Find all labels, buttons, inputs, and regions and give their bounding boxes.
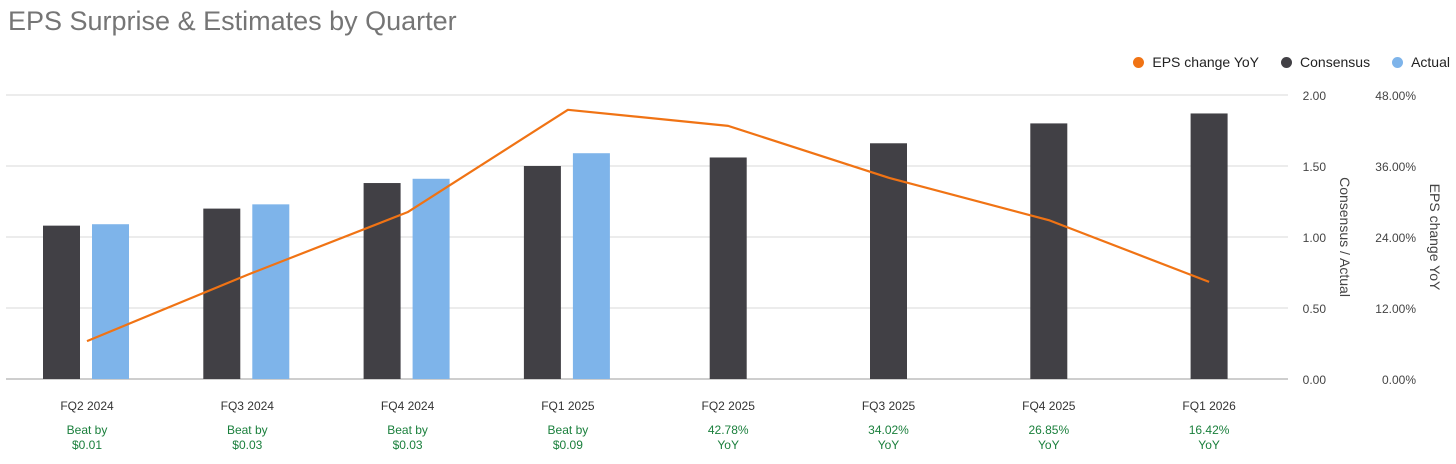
actual-bar: [92, 224, 129, 379]
quarter-annotation-line1: 42.78%: [708, 423, 749, 437]
consensus-bar: [709, 157, 747, 379]
legend: EPS change YoY Consensus Actual: [1133, 54, 1450, 70]
x-axis-tick-label: FQ4 2024: [381, 399, 435, 413]
quarter-annotation-line2: $0.01: [72, 438, 102, 452]
x-axis-tick-label: FQ3 2025: [862, 399, 916, 413]
legend-marker-eps-change: [1133, 56, 1145, 68]
legend-label-eps-change: EPS change YoY: [1152, 54, 1260, 70]
legend-marker-actual: [1392, 56, 1404, 68]
quarter-annotation-line2: YoY: [1198, 438, 1220, 452]
right-axis-tick-label: 36.00%: [1375, 160, 1416, 174]
quarter-annotation-line2: YoY: [1038, 438, 1060, 452]
legend-item-actual[interactable]: Actual: [1392, 54, 1450, 70]
x-axis-tick-label: FQ4 2025: [1022, 399, 1076, 413]
consensus-bar: [1030, 123, 1068, 380]
consensus-bar: [43, 225, 80, 379]
x-axis-tick-label: FQ2 2024: [60, 399, 114, 413]
left-axis-tick-label: 2.00: [1303, 89, 1327, 103]
left-axis-tick-label: 1.00: [1303, 231, 1327, 245]
consensus-bar: [203, 208, 241, 379]
quarter-annotation-line2: YoY: [878, 438, 900, 452]
right-axis-tick-label: 24.00%: [1375, 231, 1416, 245]
quarter-annotation-line1: Beat by: [387, 423, 428, 437]
legend-marker-consensus: [1281, 56, 1293, 68]
actual-bar: [252, 204, 290, 379]
left-axis-tick-label: 1.50: [1303, 160, 1327, 174]
actual-bar: [572, 153, 610, 379]
chart-title: EPS Surprise & Estimates by Quarter: [8, 6, 457, 36]
right-axis-tick-label: 48.00%: [1375, 89, 1416, 103]
consensus-bar: [523, 166, 561, 379]
quarter-annotation-line2: YoY: [717, 438, 739, 452]
x-axis-tick-label: FQ1 2025: [541, 399, 595, 413]
right-axis-tick-label: 12.00%: [1375, 302, 1416, 316]
x-axis-tick-label: FQ2 2025: [702, 399, 756, 413]
consensus-bar: [870, 143, 907, 379]
quarter-annotation-line1: 16.42%: [1189, 423, 1230, 437]
quarter-annotation-line1: 34.02%: [868, 423, 909, 437]
consensus-bar: [363, 183, 401, 379]
quarter-annotation-line1: 26.85%: [1028, 423, 1069, 437]
legend-label-consensus: Consensus: [1300, 54, 1371, 70]
left-axis-tick-label: 0.50: [1303, 302, 1327, 316]
quarter-annotation-line2: $0.03: [232, 438, 262, 452]
legend-label-actual: Actual: [1411, 54, 1450, 70]
quarter-annotation-line2: $0.09: [553, 438, 583, 452]
right-axis-title: EPS change YoY: [1427, 184, 1443, 291]
left-axis-tick-label: 0.00: [1303, 373, 1327, 387]
quarter-annotation-line1: Beat by: [67, 423, 108, 437]
consensus-bar: [1190, 113, 1228, 380]
quarter-annotation-line1: Beat by: [548, 423, 589, 437]
x-axis-tick-label: FQ1 2026: [1182, 399, 1236, 413]
quarter-annotation-line2: $0.03: [393, 438, 423, 452]
left-axis-title: Consensus / Actual: [1337, 177, 1353, 297]
actual-bar: [412, 178, 450, 379]
quarter-annotation-line1: Beat by: [227, 423, 268, 437]
legend-item-consensus[interactable]: Consensus: [1281, 54, 1370, 70]
x-axis-tick-label: FQ3 2024: [221, 399, 275, 413]
legend-item-eps-change[interactable]: EPS change YoY: [1133, 54, 1259, 70]
eps-change-yoy-line: [86, 108, 1210, 343]
right-axis-tick-label: 0.00%: [1382, 373, 1416, 387]
